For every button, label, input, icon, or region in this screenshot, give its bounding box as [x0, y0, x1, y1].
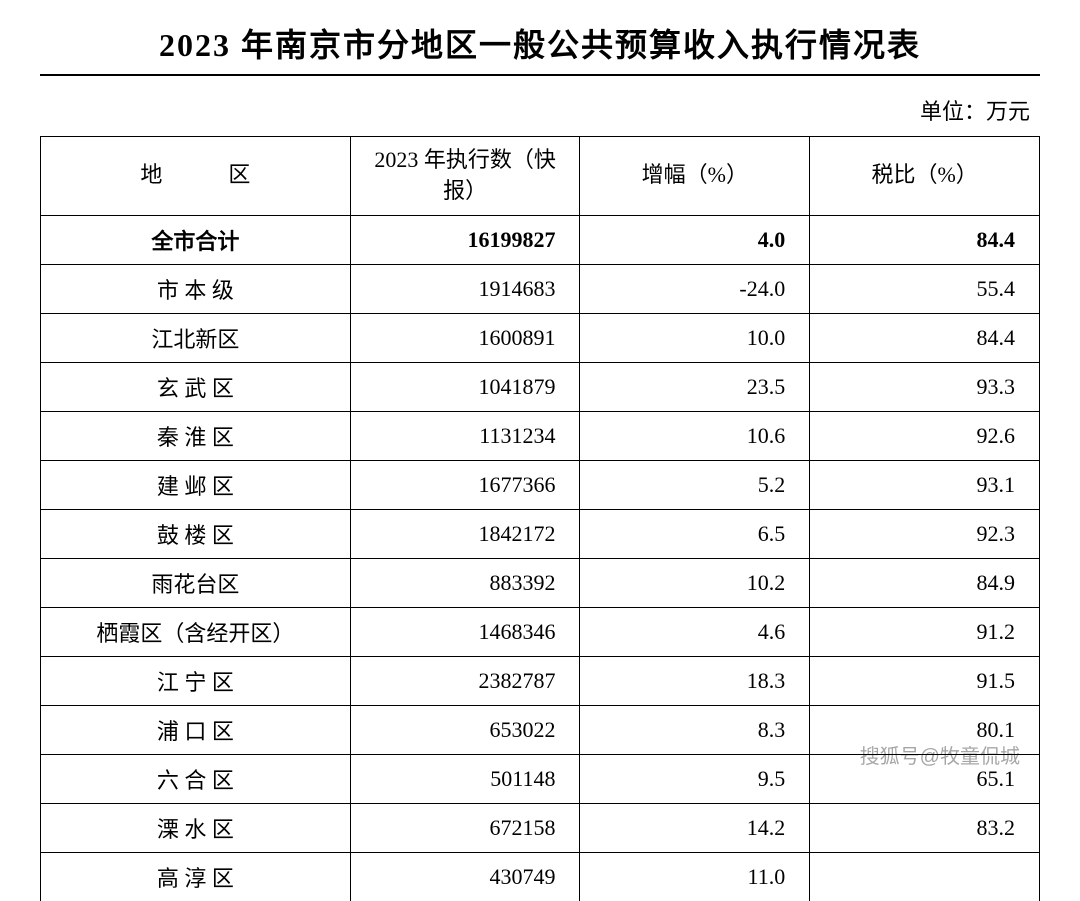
cell-exec: 1041879 — [350, 362, 580, 411]
table-header-row: 地 区 2023 年执行数（快报） 增幅（%） 税比（%） — [41, 137, 1040, 216]
cell-tax: 93.1 — [810, 460, 1040, 509]
cell-exec: 672158 — [350, 803, 580, 852]
cell-region: 秦 淮 区 — [41, 411, 351, 460]
table-row: 秦 淮 区113123410.692.6 — [41, 411, 1040, 460]
cell-growth: -24.0 — [580, 264, 810, 313]
cell-tax: 91.5 — [810, 656, 1040, 705]
budget-table: 地 区 2023 年执行数（快报） 增幅（%） 税比（%） 全市合计161998… — [40, 136, 1040, 901]
cell-tax: 91.2 — [810, 607, 1040, 656]
header-tax: 税比（%） — [810, 137, 1040, 216]
cell-region: 鼓 楼 区 — [41, 509, 351, 558]
cell-exec: 2382787 — [350, 656, 580, 705]
cell-tax: 83.2 — [810, 803, 1040, 852]
cell-growth: 8.3 — [580, 705, 810, 754]
table-row: 江 宁 区238278718.391.5 — [41, 656, 1040, 705]
table-row: 全市合计161998274.084.4 — [41, 215, 1040, 264]
cell-region: 溧 水 区 — [41, 803, 351, 852]
cell-exec: 501148 — [350, 754, 580, 803]
cell-growth: 11.0 — [580, 852, 810, 901]
cell-growth: 5.2 — [580, 460, 810, 509]
cell-tax: 84.9 — [810, 558, 1040, 607]
cell-tax: 84.4 — [810, 313, 1040, 362]
header-exec: 2023 年执行数（快报） — [350, 137, 580, 216]
watermark: 搜狐号@牧童侃城 — [860, 740, 1020, 769]
cell-exec: 653022 — [350, 705, 580, 754]
cell-growth: 10.0 — [580, 313, 810, 362]
cell-region: 建 邺 区 — [41, 460, 351, 509]
cell-growth: 10.2 — [580, 558, 810, 607]
cell-region: 江 宁 区 — [41, 656, 351, 705]
table-row: 高 淳 区43074911.0 — [41, 852, 1040, 901]
cell-exec: 883392 — [350, 558, 580, 607]
cell-growth: 4.0 — [580, 215, 810, 264]
cell-growth: 10.6 — [580, 411, 810, 460]
cell-growth: 9.5 — [580, 754, 810, 803]
cell-region: 玄 武 区 — [41, 362, 351, 411]
cell-growth: 4.6 — [580, 607, 810, 656]
table-row: 栖霞区（含经开区）14683464.691.2 — [41, 607, 1040, 656]
cell-region: 雨花台区 — [41, 558, 351, 607]
cell-growth: 18.3 — [580, 656, 810, 705]
header-region: 地 区 — [41, 137, 351, 216]
cell-growth: 14.2 — [580, 803, 810, 852]
table-row: 江北新区160089110.084.4 — [41, 313, 1040, 362]
cell-growth: 23.5 — [580, 362, 810, 411]
table-body: 全市合计161998274.084.4市 本 级1914683-24.055.4… — [41, 215, 1040, 901]
page-title: 2023 年南京市分地区一般公共预算收入执行情况表 — [40, 20, 1040, 66]
cell-region: 浦 口 区 — [41, 705, 351, 754]
cell-exec: 1600891 — [350, 313, 580, 362]
cell-exec: 16199827 — [350, 215, 580, 264]
cell-exec: 1131234 — [350, 411, 580, 460]
table-row: 建 邺 区16773665.293.1 — [41, 460, 1040, 509]
cell-tax: 92.6 — [810, 411, 1040, 460]
table-row: 雨花台区88339210.284.9 — [41, 558, 1040, 607]
cell-exec: 1677366 — [350, 460, 580, 509]
cell-tax: 92.3 — [810, 509, 1040, 558]
cell-tax — [810, 852, 1040, 901]
title-underline — [40, 74, 1040, 76]
cell-region: 栖霞区（含经开区） — [41, 607, 351, 656]
table-row: 鼓 楼 区18421726.592.3 — [41, 509, 1040, 558]
cell-growth: 6.5 — [580, 509, 810, 558]
cell-region: 高 淳 区 — [41, 852, 351, 901]
cell-exec: 1842172 — [350, 509, 580, 558]
header-growth: 增幅（%） — [580, 137, 810, 216]
unit-label: 单位：万元 — [40, 94, 1040, 126]
cell-region: 六 合 区 — [41, 754, 351, 803]
cell-tax: 84.4 — [810, 215, 1040, 264]
cell-exec: 1914683 — [350, 264, 580, 313]
table-row: 玄 武 区104187923.593.3 — [41, 362, 1040, 411]
table-row: 市 本 级1914683-24.055.4 — [41, 264, 1040, 313]
cell-tax: 55.4 — [810, 264, 1040, 313]
table-row: 溧 水 区67215814.283.2 — [41, 803, 1040, 852]
cell-region: 市 本 级 — [41, 264, 351, 313]
cell-exec: 430749 — [350, 852, 580, 901]
cell-exec: 1468346 — [350, 607, 580, 656]
cell-region: 江北新区 — [41, 313, 351, 362]
cell-tax: 93.3 — [810, 362, 1040, 411]
cell-region: 全市合计 — [41, 215, 351, 264]
